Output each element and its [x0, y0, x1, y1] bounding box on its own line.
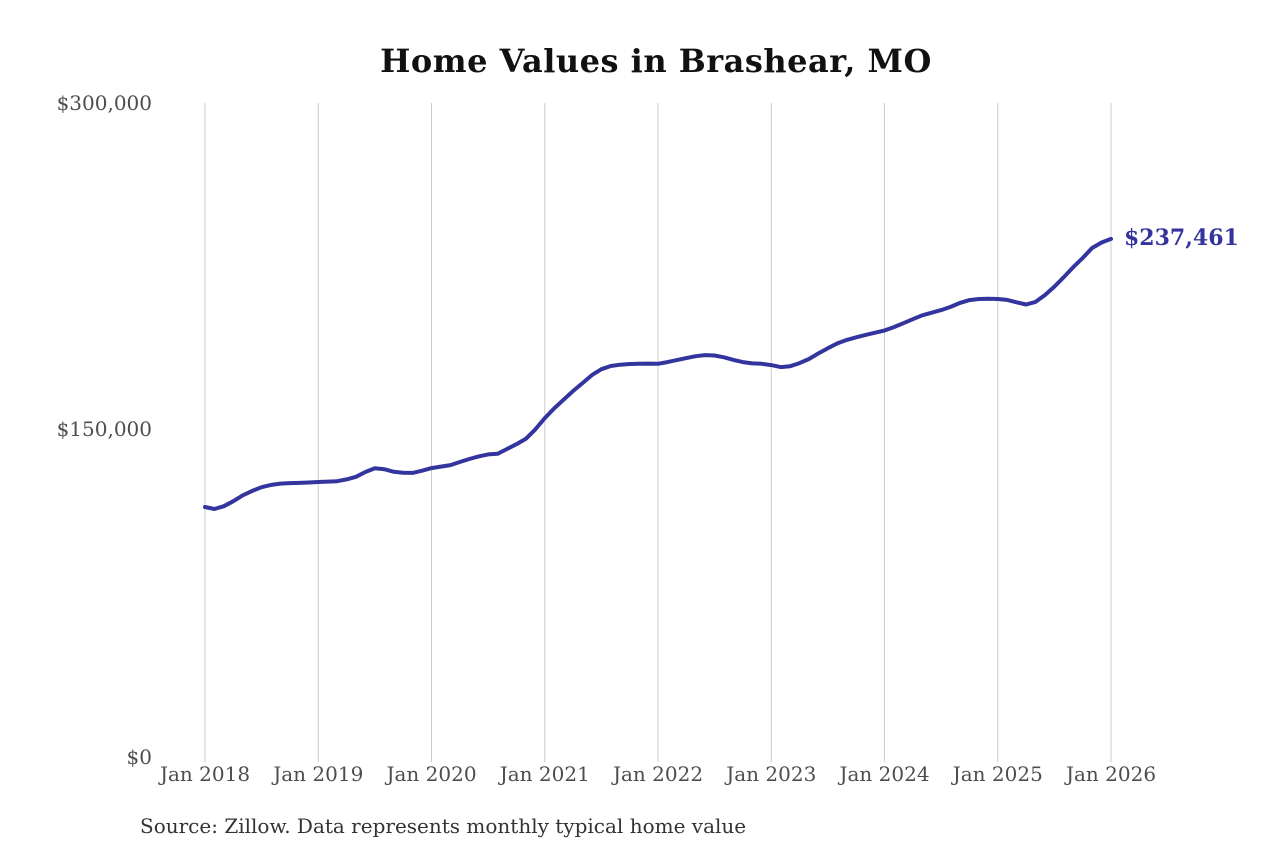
x-axis-tick-label: Jan 2024: [839, 762, 930, 786]
y-axis-tick-label: $300,000: [56, 91, 152, 115]
y-axis-tick-label: $0: [126, 745, 152, 769]
x-axis-tick-label: Jan 2019: [273, 762, 364, 786]
x-axis-tick-label: Jan 2025: [952, 762, 1043, 786]
y-axis-tick-label: $150,000: [56, 417, 152, 441]
x-axis-tick-label: Jan 2021: [499, 762, 590, 786]
chart-title: Home Values in Brashear, MO: [380, 42, 932, 80]
x-axis-tick-label: Jan 2020: [386, 762, 477, 786]
home-value-line-series: [203, 236, 1113, 511]
x-axis-tick-label: Jan 2023: [726, 762, 817, 786]
latest-value-label: $237,461: [1124, 224, 1239, 251]
x-axis-tick-label: Jan 2018: [159, 762, 251, 786]
x-axis-tick-label: Jan 2022: [612, 762, 704, 786]
source-note: Source: Zillow. Data represents monthly …: [140, 814, 747, 838]
x-axis-tick-label: Jan 2026: [1065, 762, 1157, 786]
